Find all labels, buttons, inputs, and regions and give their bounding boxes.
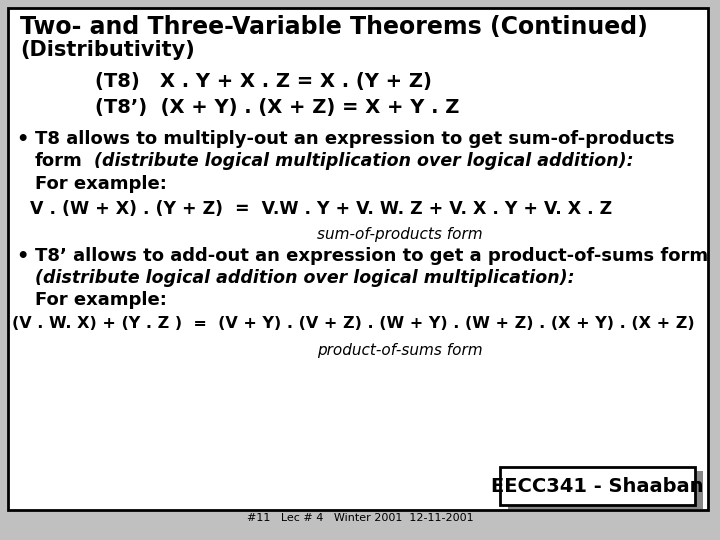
Text: (T8’)  (X + Y) . (X + Z) = X + Y . Z: (T8’) (X + Y) . (X + Z) = X + Y . Z [95,98,459,117]
Text: (V . W. X) + (Y . Z )  =  (V + Y) . (V + Z) . (W + Y) . (W + Z) . (X + Y) . (X +: (V . W. X) + (Y . Z ) = (V + Y) . (V + Z… [12,316,695,331]
Text: For example:: For example: [35,175,167,193]
Text: product-of-sums form: product-of-sums form [318,343,483,358]
FancyBboxPatch shape [500,467,695,505]
Text: (distribute logical multiplication over logical addition):: (distribute logical multiplication over … [82,152,634,170]
Text: T8’ allows to add-out an expression to get a product-of-sums form: T8’ allows to add-out an expression to g… [35,247,708,265]
Text: EECC341 - Shaaban: EECC341 - Shaaban [491,476,703,496]
Text: sum-of-products form: sum-of-products form [318,227,483,242]
Text: (Distributivity): (Distributivity) [20,40,194,60]
Text: T8 allows to multiply-out an expression to get sum-of-products: T8 allows to multiply-out an expression … [35,130,675,148]
Text: V . (W + X) . (Y + Z)  =  V.W . Y + V. W. Z + V. X . Y + V. X . Z: V . (W + X) . (Y + Z) = V.W . Y + V. W. … [30,200,612,218]
Text: •: • [16,130,28,149]
Text: For example:: For example: [35,291,167,309]
Text: #11   Lec # 4   Winter 2001  12-11-2001: #11 Lec # 4 Winter 2001 12-11-2001 [247,513,473,523]
Text: •: • [16,247,28,266]
FancyBboxPatch shape [8,8,708,510]
Text: Two- and Three-Variable Theorems (Continued): Two- and Three-Variable Theorems (Contin… [20,15,648,39]
Text: (distribute logical addition over logical multiplication):: (distribute logical addition over logica… [35,269,575,287]
FancyBboxPatch shape [508,471,703,509]
Text: (T8)   X . Y + X . Z = X . (Y + Z): (T8) X . Y + X . Z = X . (Y + Z) [95,72,432,91]
Text: form: form [35,152,83,170]
